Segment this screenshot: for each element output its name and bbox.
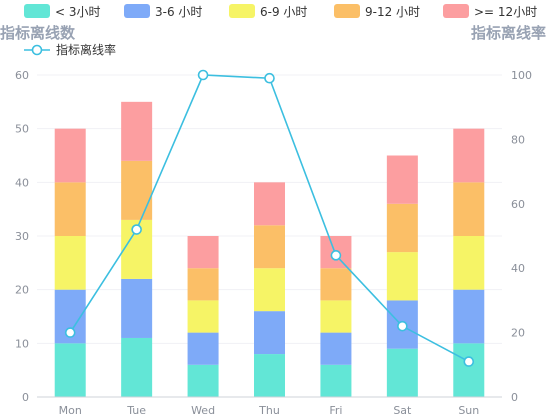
bar-segment	[121, 101, 153, 161]
legend-line-marker	[31, 44, 43, 56]
legend-swatch[interactable]	[124, 4, 150, 18]
bar-segment	[121, 278, 153, 338]
bar-segment	[320, 332, 352, 365]
y-left-tick-label: 60	[15, 69, 29, 82]
x-tick-label: Sun	[458, 404, 479, 417]
legend-label: 6-9 小时	[260, 5, 307, 19]
x-tick-label: Mon	[59, 404, 82, 417]
x-tick-label: Sat	[393, 404, 412, 417]
bar-stacks	[54, 101, 485, 397]
y-axis-right-ticks: 0 20 40 60 80 100	[511, 69, 532, 404]
bar-segment	[187, 268, 219, 301]
bar-segment	[254, 225, 285, 269]
line-point	[397, 320, 408, 332]
bar-segment	[386, 155, 418, 204]
bar-segment	[121, 160, 153, 220]
y-left-tick-label: 40	[15, 176, 29, 189]
y-axis-left-ticks: 0 10 20 30 40 50 60	[15, 69, 29, 404]
bar-segment	[187, 236, 219, 269]
bar-segment	[320, 300, 352, 333]
bar-segment	[121, 337, 153, 397]
bar-segment	[54, 343, 86, 397]
y-right-tick-label: 40	[511, 262, 525, 275]
line-point	[131, 224, 142, 235]
x-tick-label: Thu	[258, 404, 280, 417]
y-left-tick-label: 30	[15, 230, 29, 243]
line-point	[463, 356, 475, 367]
bar-segment	[320, 364, 352, 397]
y-left-tick-label: 20	[15, 284, 29, 297]
x-tick-label: Fri	[329, 404, 342, 417]
legend-swatch[interactable]	[334, 4, 360, 18]
x-tick-label: Tue	[126, 404, 146, 417]
bar-segment	[187, 364, 219, 397]
y-left-tick-label: 50	[15, 123, 29, 136]
x-tick-label: Wed	[191, 404, 215, 417]
bar-segment	[453, 182, 485, 236]
y-right-tick-label: 20	[511, 327, 525, 340]
bar-segment	[453, 289, 485, 344]
y-right-tick-label: 0	[511, 391, 518, 404]
bar-segment	[453, 236, 485, 290]
legend-label: 3-6 小时	[155, 5, 202, 19]
bar-segment	[187, 332, 219, 365]
bar-segment	[187, 300, 219, 333]
line-point	[64, 327, 76, 338]
line-point	[197, 69, 209, 81]
x-axis: Mon Tue Wed Thu Fri Sat Sun	[37, 396, 502, 417]
legend-label: < 3小时	[55, 5, 101, 19]
line-series	[64, 69, 475, 367]
bar-segment	[254, 268, 285, 312]
y-left-tick-label: 0	[22, 391, 29, 404]
legend-swatch[interactable]	[24, 4, 50, 18]
bar-segment	[386, 348, 418, 397]
bar-segment	[453, 128, 485, 183]
bar-segment	[254, 311, 285, 355]
y-right-tick-label: 60	[511, 198, 525, 211]
bar-segment	[453, 343, 485, 397]
line-point	[264, 72, 275, 84]
bar-segment	[54, 182, 86, 236]
bar-segment	[320, 268, 352, 301]
legend-swatch[interactable]	[443, 4, 469, 18]
legend-swatch[interactable]	[229, 4, 255, 18]
y-right-tick-label: 100	[511, 69, 532, 82]
bar-segment	[254, 354, 285, 397]
y-right-tick-label: 80	[511, 133, 525, 146]
bar-segment	[54, 236, 86, 290]
bar-segment	[386, 203, 418, 253]
y-axis-right-title: 指标离线率	[471, 24, 546, 42]
line-point	[330, 250, 342, 261]
y-left-tick-label: 10	[15, 337, 29, 350]
y-axis-left-title: 指标离线数	[0, 24, 76, 42]
legend-label: 9-12 小时	[365, 5, 420, 19]
legend-label: >= 12小时	[474, 5, 537, 19]
bar-segment	[54, 128, 86, 183]
bar-segment	[254, 182, 285, 226]
bar-segment	[386, 252, 418, 301]
legend-label: 指标离线率	[56, 42, 116, 57]
